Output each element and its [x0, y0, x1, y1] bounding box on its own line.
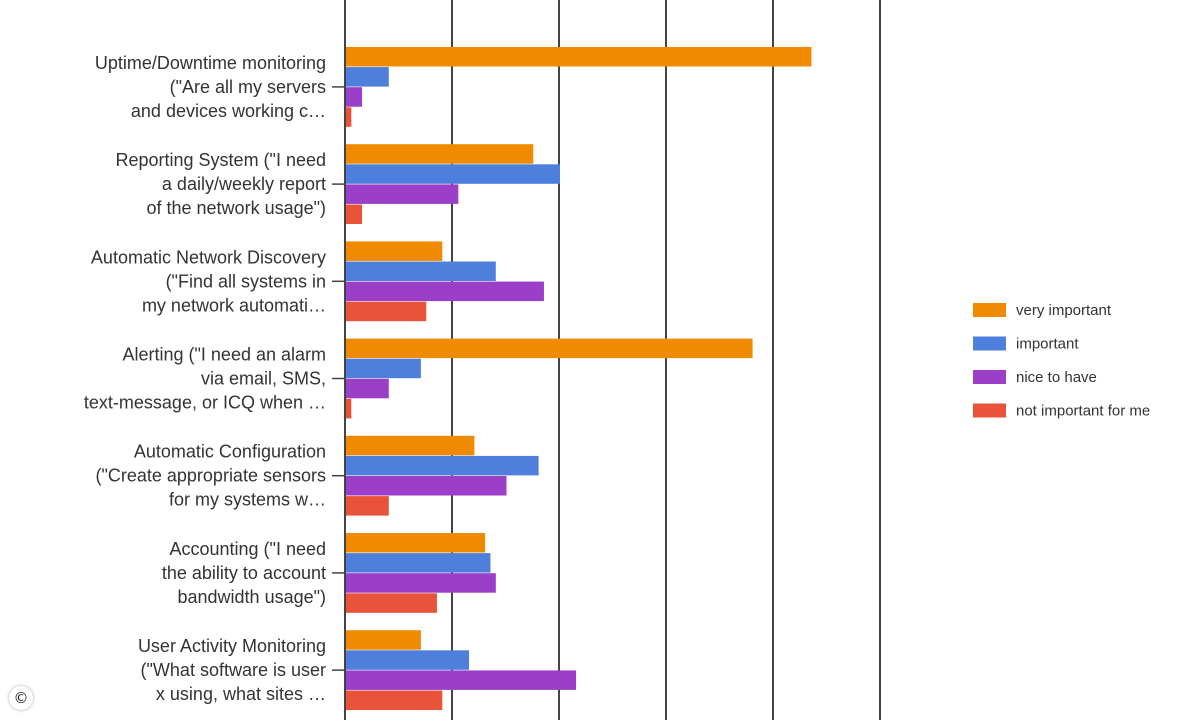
category-label: my network automati…: [142, 295, 326, 315]
bar: [346, 533, 486, 553]
category-label: of the network usage"): [147, 198, 327, 218]
bar: [346, 435, 475, 456]
bar: [346, 670, 577, 690]
bar: [346, 87, 363, 107]
bar: [346, 553, 491, 573]
bar: [346, 67, 389, 87]
category-labels: Uptime/Downtime monitoring ("Are all my s…: [84, 53, 345, 704]
category-label: Uptime/Downtime monitoring: [95, 53, 326, 73]
bar: [346, 301, 427, 322]
category-label: User Activity Monitoring: [138, 636, 326, 656]
bar: [346, 47, 812, 67]
category-label: Accounting ("I need: [170, 539, 327, 559]
category-label: Reporting System ("I need: [116, 150, 327, 170]
bar: [346, 398, 352, 419]
bar: [346, 476, 507, 496]
category-label: x using, what sites …: [156, 684, 326, 704]
legend-swatch: [973, 303, 1006, 317]
bar: [346, 241, 443, 261]
bar: [346, 184, 459, 204]
legend-label: important: [1016, 336, 1079, 353]
category-label: bandwidth usage"): [178, 587, 327, 607]
legend-label: very important: [1016, 302, 1112, 319]
bar: [346, 455, 539, 476]
bar: [346, 164, 560, 184]
bar: [346, 144, 534, 164]
category-label: for my systems w…: [169, 490, 326, 510]
category-label: ("Find all systems in: [166, 271, 326, 291]
legend-swatch: [973, 370, 1006, 384]
legend-label: not important for me: [1016, 403, 1150, 420]
bar: [346, 593, 437, 613]
bar: [346, 107, 352, 127]
legend-swatch: [973, 336, 1006, 351]
category-label: and devices working c…: [131, 101, 326, 121]
category-label: text-message, or ICQ when …: [84, 393, 326, 413]
bar: [346, 338, 753, 359]
copyright-icon: ©: [9, 686, 33, 710]
category-label: via email, SMS,: [201, 369, 326, 389]
category-label: Automatic Network Discovery: [91, 247, 326, 267]
category-label: Alerting ("I need an alarm: [123, 345, 327, 365]
legend-label: nice to have: [1016, 369, 1097, 386]
category-label: ("Create appropriate sensors: [95, 466, 326, 486]
legend: very important important nice to have not i…: [973, 302, 1150, 420]
bars: [346, 47, 812, 710]
category-label: ("Are all my servers: [170, 77, 326, 97]
bar: [346, 358, 421, 379]
bar: [346, 204, 363, 224]
bar: [346, 378, 389, 399]
bar: [346, 261, 496, 281]
bar: [346, 650, 470, 670]
category-label: Automatic Configuration: [134, 442, 326, 462]
category-label: ("What software is user: [141, 660, 326, 680]
legend-swatch: [973, 403, 1006, 418]
bar: [346, 630, 421, 650]
gridlines: [344, 0, 881, 720]
bar: [346, 496, 389, 516]
bar: [346, 281, 544, 302]
bar: [346, 573, 496, 593]
category-label: the ability to account: [162, 563, 326, 583]
bar: [346, 690, 443, 710]
category-label: a daily/weekly report: [162, 174, 326, 194]
